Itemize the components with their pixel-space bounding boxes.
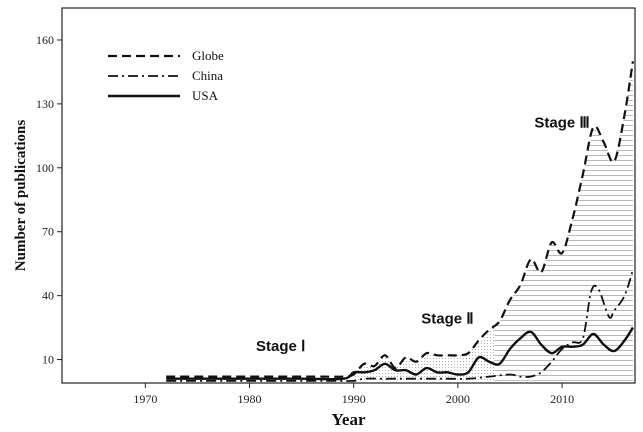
y-tick-label: 160 — [36, 33, 54, 47]
legend-label: Globe — [192, 48, 224, 63]
legend-label: USA — [192, 88, 219, 103]
x-axis-label: Year — [332, 410, 366, 429]
stage-label: Stage Ⅰ — [256, 338, 305, 355]
legend: Globe China USA — [108, 48, 224, 103]
x-tick-label: 1970 — [133, 392, 157, 406]
stage-fill-areas — [353, 61, 633, 381]
y-tick-label: 70 — [42, 225, 54, 239]
series-lines — [166, 61, 634, 382]
series-line-china — [166, 269, 634, 382]
y-axis-label: Number of publications — [13, 120, 29, 272]
stage-label: Stage Ⅱ — [421, 310, 473, 327]
stage-label: Stage Ⅲ — [534, 114, 589, 131]
stage-3-fill — [494, 61, 633, 381]
x-tick-label: 2010 — [550, 392, 574, 406]
series-line-usa — [166, 326, 634, 381]
x-tick-label: 1980 — [238, 392, 262, 406]
x-tick-label: 2000 — [446, 392, 470, 406]
y-tick-label: 100 — [36, 161, 54, 175]
x-tick-label: 1990 — [342, 392, 366, 406]
y-tick-label: 10 — [42, 353, 54, 367]
y-tick-label: 40 — [42, 289, 54, 303]
y-tick-label: 130 — [36, 97, 54, 111]
stage-2-fill — [353, 325, 495, 381]
plot-frame — [61, 7, 636, 384]
legend-label: China — [192, 68, 223, 83]
stage-annotations: Stage Ⅰ Stage Ⅱ Stage Ⅲ — [256, 114, 590, 355]
series-line-globe — [166, 61, 634, 378]
